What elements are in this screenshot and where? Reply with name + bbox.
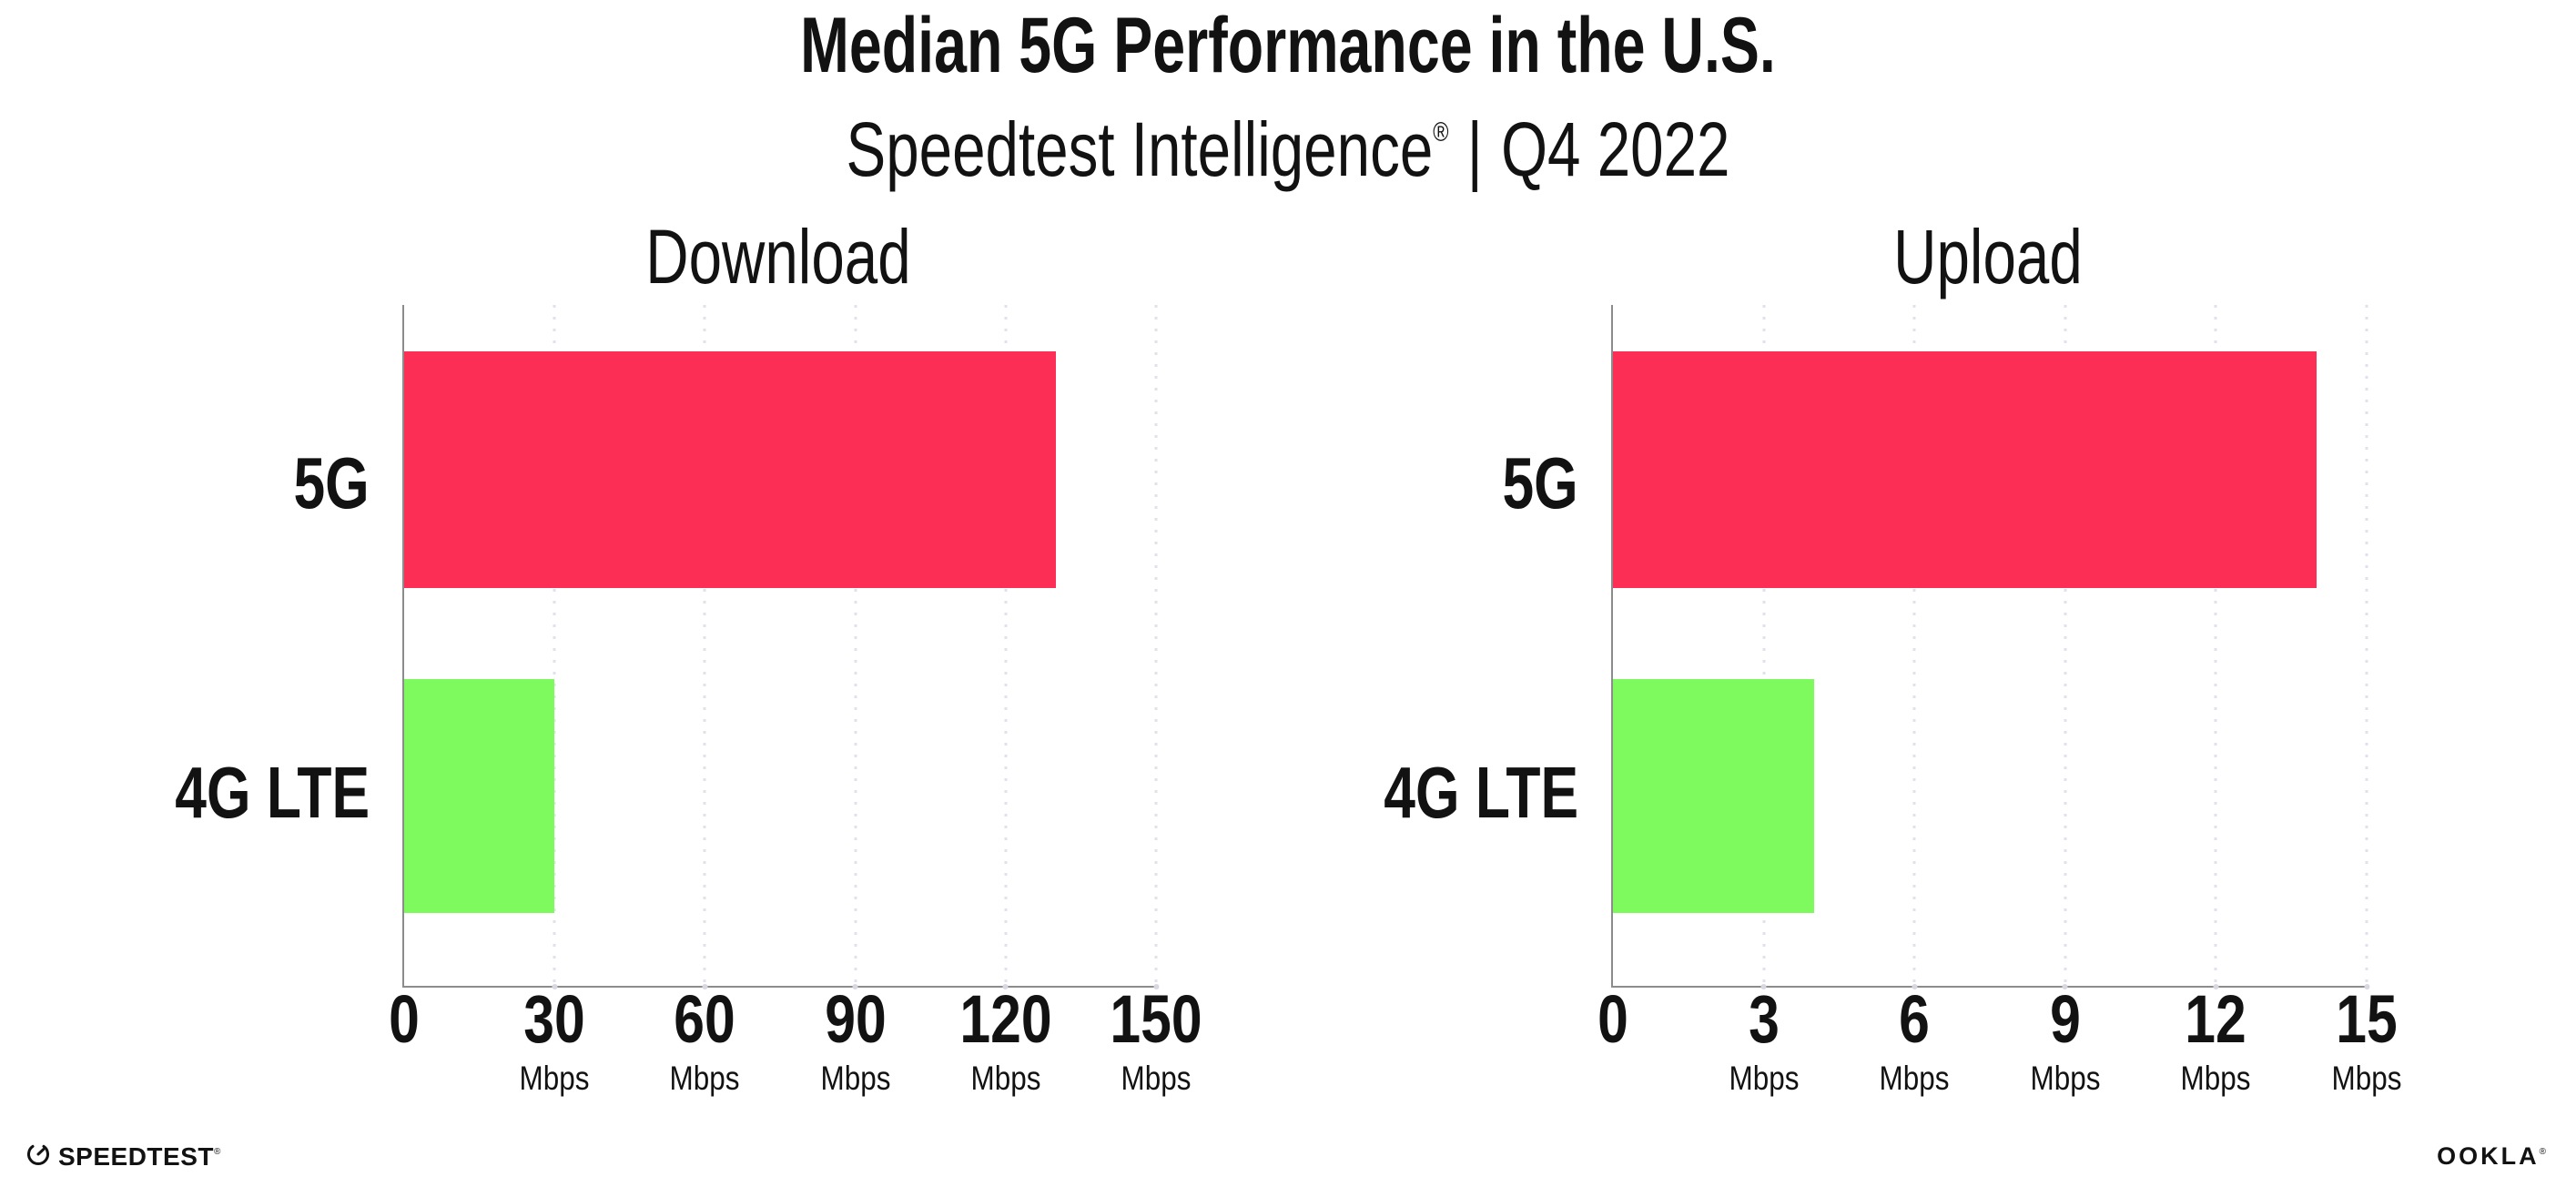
x-tick-value: 3 (1748, 981, 1780, 1057)
page-subtitle: Speedtest Intelligence® | Q4 2022 (283, 93, 2292, 189)
x-tick: 12 Mbps (2175, 981, 2257, 1097)
x-tick-unit: Mbps (2030, 1060, 2101, 1097)
subtitle-brand: Speedtest Intelligence (846, 107, 1434, 192)
x-tick: 9 Mbps (2024, 981, 2106, 1097)
x-tick-value: 30 (523, 981, 585, 1057)
bar-4g-lte (1613, 679, 1814, 913)
ookla-logo: OOKLA® (2437, 1140, 2546, 1169)
registered-mark: ® (1433, 117, 1449, 147)
gridline (1762, 305, 1766, 986)
x-tick-unit: Mbps (1879, 1060, 1950, 1097)
upload-plot-area: 5G 4G LTE 0 3 Mbps 6 Mbps 9 Mbps 12 Mbps 15 Mbps (1384, 305, 2401, 1097)
x-tick-value: 0 (389, 981, 420, 1057)
category-label-4g-lte: 4G LTE (175, 752, 370, 833)
x-tick-value: 0 (1597, 981, 1628, 1057)
speedtest-logo: SPEEDTEST® (25, 1138, 221, 1171)
upload-chart-title: Upload (1893, 214, 2083, 299)
gridline (703, 305, 706, 986)
x-tick-value: 6 (1899, 981, 1931, 1057)
speedtest-logo-text: SPEEDTEST® (58, 1141, 221, 1171)
x-tick: 120 Mbps (949, 981, 1061, 1097)
category-label-5g: 5G (1502, 442, 1578, 523)
bar-5g (404, 351, 1056, 588)
x-tick: 0 (385, 981, 422, 1057)
x-tick: 15 Mbps (2326, 981, 2408, 1097)
gridline (2365, 305, 2368, 986)
download-chart-title: Download (645, 214, 911, 299)
x-tick: 150 Mbps (1100, 981, 1212, 1097)
x-tick-value: 90 (824, 981, 887, 1057)
gridline (1912, 305, 1916, 986)
speedtest-gauge-icon (27, 1144, 49, 1166)
speedtest-trademark: ® (213, 1146, 221, 1157)
gridline (854, 305, 857, 986)
category-label-5g: 5G (293, 442, 370, 523)
subtitle-separator: | (1466, 107, 1483, 192)
x-tick-unit: Mbps (519, 1060, 590, 1097)
x-tick-unit: Mbps (970, 1060, 1041, 1097)
category-label-4g-lte: 4G LTE (1384, 752, 1578, 833)
ookla-trademark: ® (2539, 1147, 2546, 1157)
x-tick-value: 9 (2049, 981, 2081, 1057)
x-tick-unit: Mbps (2180, 1060, 2251, 1097)
page-title: Median 5G Performance in the U.S. (800, 2, 1776, 89)
x-tick-unit: Mbps (2331, 1060, 2402, 1097)
x-tick: 0 (1594, 981, 1631, 1057)
x-tick: 60 Mbps (664, 981, 745, 1097)
x-tick-value: 12 (2185, 981, 2247, 1057)
x-tick: 30 Mbps (513, 981, 595, 1097)
x-tick: 6 Mbps (1873, 981, 1955, 1097)
x-tick: 3 Mbps (1722, 981, 1804, 1097)
gridline (553, 305, 556, 986)
ookla-logo-text: OOKLA (2437, 1142, 2540, 1170)
subtitle-period: Q4 2022 (1501, 107, 1730, 192)
bar-5g (1613, 351, 2317, 588)
gridline (1154, 305, 1158, 986)
x-tick-unit: Mbps (669, 1060, 740, 1097)
x-tick-value: 15 (2336, 981, 2398, 1057)
x-tick-value: 60 (674, 981, 736, 1057)
gridline (2214, 305, 2217, 986)
gridline (1004, 305, 1008, 986)
x-tick-value: 150 (1110, 981, 1202, 1057)
x-tick-unit: Mbps (1121, 1060, 1192, 1097)
x-tick-unit: Mbps (1729, 1060, 1800, 1097)
bar-4g-lte (404, 679, 555, 913)
x-tick-value: 120 (959, 981, 1052, 1057)
gridline (2064, 305, 2067, 986)
download-plot-area: 5G 4G LTE 0 30 Mbps 60 Mbps 90 Mbps 120 Mbps 150 Mbp… (175, 305, 1202, 1097)
x-tick: 90 Mbps (814, 981, 896, 1097)
x-tick-unit: Mbps (820, 1060, 891, 1097)
